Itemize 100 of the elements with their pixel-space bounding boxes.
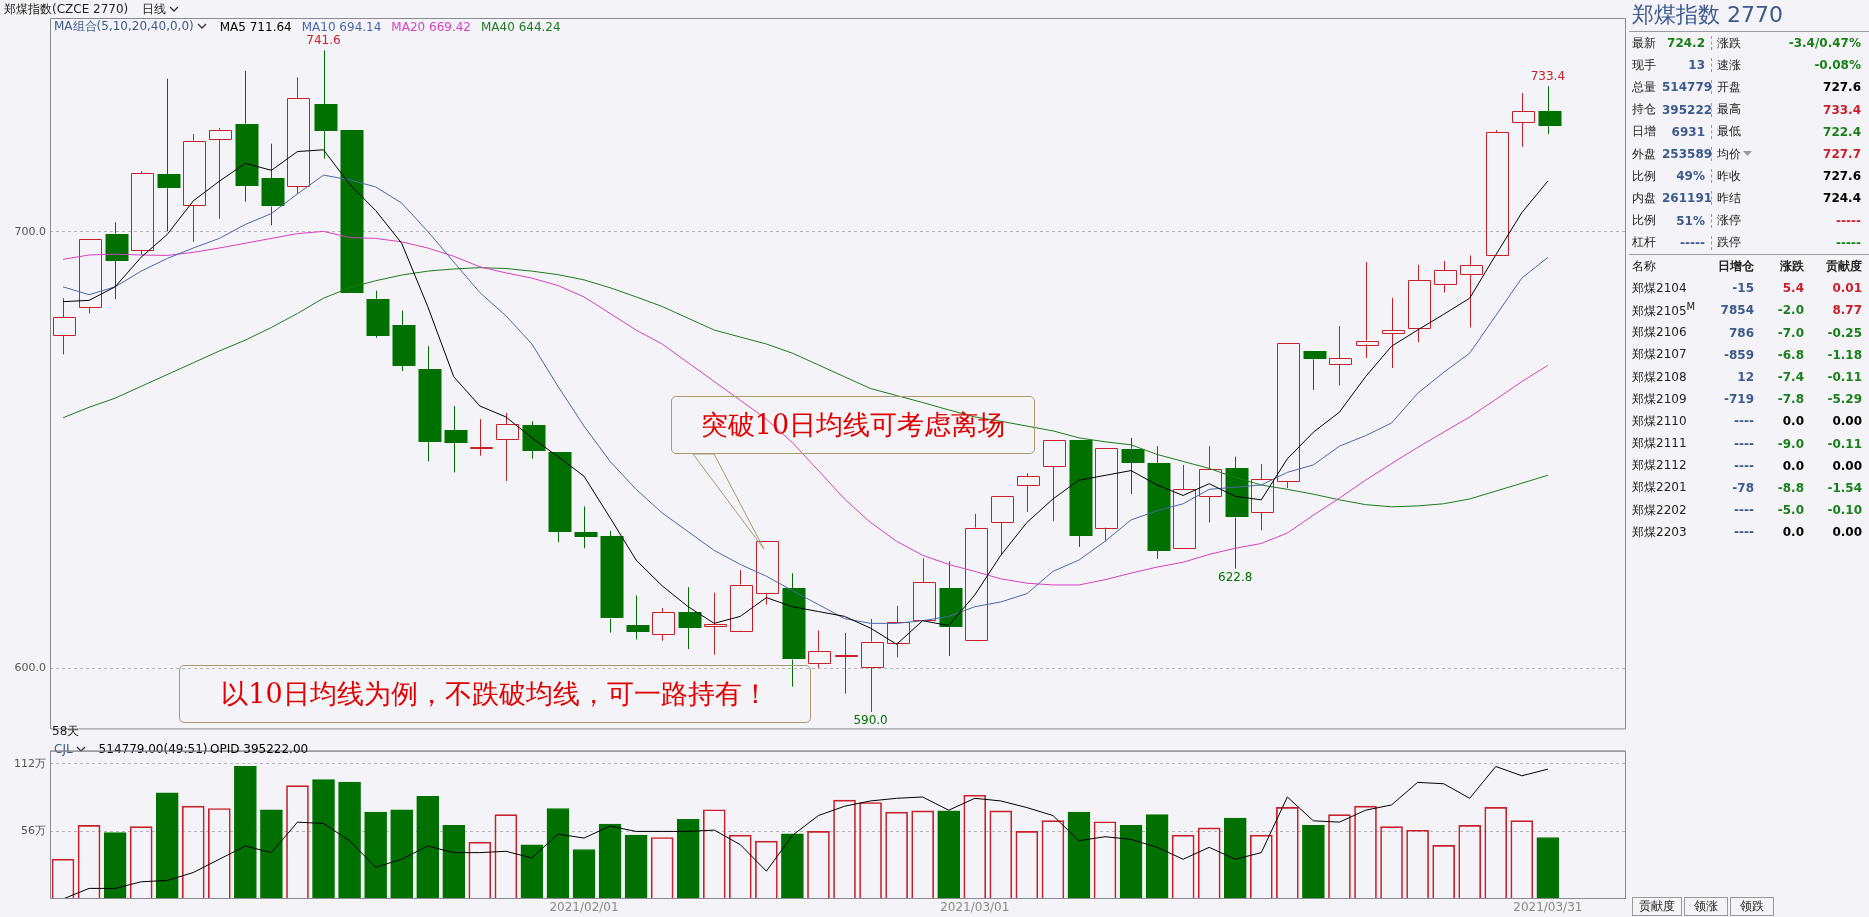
text: -0.10	[1827, 503, 1862, 518]
text: 杠杆	[1632, 235, 1656, 250]
text: -7.4	[1777, 370, 1804, 385]
candlestick	[1303, 351, 1327, 391]
text: MA20 669.42	[391, 19, 471, 34]
bar	[1067, 811, 1091, 899]
candlestick	[1043, 440, 1066, 522]
text: 领跌	[1740, 898, 1764, 913]
candlestick	[209, 127, 232, 220]
text: 日增	[1632, 124, 1656, 139]
bar	[312, 779, 335, 899]
text: -0.11	[1827, 370, 1862, 385]
text: 总量	[1632, 79, 1656, 94]
text: 0.00	[1832, 525, 1862, 540]
text: 郑煤2202	[1632, 502, 1687, 517]
annotation: 以10日均线为例，不跌破均线，可一路持有！	[221, 677, 769, 711]
text: -0.08%	[1814, 58, 1861, 73]
annotation: 突破10日均线可考虑离场	[700, 408, 1006, 442]
text: -6.8	[1777, 347, 1804, 362]
candlestick	[600, 530, 624, 634]
candlestick	[782, 572, 806, 688]
annotation: 733.4	[1530, 69, 1566, 84]
text: -5.0	[1777, 503, 1804, 518]
candlestick	[183, 133, 206, 243]
text: 郑煤2104	[1632, 280, 1687, 295]
text: 8.77	[1832, 303, 1862, 318]
text: 开盘	[1717, 79, 1741, 94]
text: 郑煤2203	[1632, 524, 1687, 539]
bar	[1145, 814, 1169, 899]
candlestick	[1434, 260, 1457, 294]
candlestick	[652, 607, 675, 642]
bar	[1223, 817, 1247, 899]
candlestick	[1147, 445, 1171, 560]
text: 733.4	[1823, 102, 1861, 117]
bar	[546, 808, 570, 899]
candlestick	[704, 592, 727, 656]
y-tick-label: 112万	[14, 756, 46, 770]
text: 7854	[1720, 303, 1754, 318]
text: 49%	[1676, 169, 1705, 184]
candlestick	[965, 513, 988, 641]
candlestick	[756, 541, 779, 606]
legend-title: CJL	[54, 742, 73, 756]
text: 最新	[1632, 35, 1656, 50]
bar	[260, 809, 283, 899]
candlestick	[392, 309, 416, 372]
candlestick	[1356, 261, 1379, 359]
candlestick	[861, 618, 884, 713]
text: 比例	[1632, 213, 1656, 228]
candlestick	[1538, 85, 1562, 135]
text: 395222	[1662, 102, 1713, 117]
text: -----	[1836, 235, 1861, 250]
candlestick	[522, 420, 546, 460]
candlestick	[496, 412, 519, 482]
text: 郑煤2107	[1632, 347, 1687, 362]
text: 51%	[1676, 213, 1705, 228]
candlestick	[835, 632, 858, 695]
text: 涨跌	[1780, 258, 1804, 273]
bar	[390, 809, 413, 899]
bar	[338, 781, 361, 899]
x-tick-label: 2021/03/01	[940, 900, 1010, 915]
text: OPID 395222.00	[210, 742, 309, 756]
candlestick	[1382, 297, 1405, 369]
candlestick	[1199, 445, 1222, 524]
text: -----	[1680, 235, 1705, 250]
candlestick	[1512, 92, 1535, 148]
x-tick-label: 2021/03/31	[1513, 900, 1583, 915]
text: 现手	[1632, 57, 1656, 72]
candlestick	[1251, 463, 1274, 531]
candlestick	[1225, 456, 1249, 570]
text: 最低	[1717, 124, 1741, 139]
text: -0.11	[1827, 436, 1862, 451]
y-tick-label: 56万	[21, 824, 46, 838]
legend-title: MA组合(5,10,20,40,0,0)	[54, 18, 194, 35]
text: -7.8	[1777, 392, 1804, 407]
candlestick	[105, 221, 129, 300]
text: -15	[1732, 281, 1754, 296]
text: ----	[1734, 525, 1754, 540]
candlestick	[574, 505, 598, 549]
candlestick	[444, 405, 468, 473]
text: -1.54	[1827, 480, 1862, 495]
bar	[234, 765, 257, 899]
candlestick	[470, 418, 493, 457]
text: 贡献度	[1826, 258, 1862, 273]
text: 6931	[1671, 124, 1705, 139]
text: -859	[1723, 347, 1754, 362]
candlestick	[1173, 464, 1196, 549]
text: 0.00	[1832, 458, 1862, 473]
text: 727.6	[1823, 169, 1861, 184]
text: 昨收	[1717, 168, 1741, 183]
text: 涨跌	[1717, 35, 1741, 50]
text: 均价	[1717, 146, 1741, 161]
text: 12	[1737, 370, 1754, 385]
text: 最高	[1717, 102, 1741, 117]
text: 领涨	[1694, 898, 1718, 913]
candlestick	[1069, 440, 1093, 548]
text: ----	[1734, 436, 1754, 451]
text: MA40 644.24	[481, 19, 561, 34]
candlestick	[548, 452, 572, 543]
text: 0.0	[1782, 458, 1804, 473]
text: -8.8	[1777, 480, 1804, 495]
